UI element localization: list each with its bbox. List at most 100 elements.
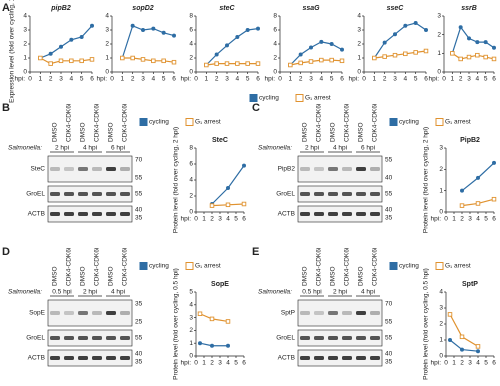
y-tick-label: 2 — [105, 41, 109, 48]
lane-label: DMSO — [330, 267, 337, 287]
y-tick-label: 3 — [105, 27, 109, 34]
lane-label: DMSO — [358, 267, 365, 287]
blot-band — [120, 192, 130, 196]
timepoint-label: 0.5 hpi — [302, 289, 322, 296]
y-tick-label: 8 — [273, 13, 277, 20]
data-point — [214, 61, 219, 66]
y-tick-label: 4 — [189, 302, 193, 309]
data-point — [476, 349, 480, 354]
series-line — [449, 314, 479, 347]
data-point — [491, 196, 497, 202]
chart-title: SteC — [212, 137, 228, 144]
legend-label: G₁ arrest — [195, 263, 221, 270]
x-tick-label: 5 — [484, 76, 488, 83]
blot-band — [314, 167, 324, 171]
x-tick-label: 6 — [172, 76, 176, 83]
x-tick-label: 5 — [234, 216, 238, 223]
size-marker: 55 — [385, 191, 393, 198]
blot-band — [106, 336, 116, 340]
y-tick-label: 2 — [357, 41, 361, 48]
panel-letter: C — [252, 102, 260, 114]
x-axis-label: hpi: — [181, 360, 192, 367]
data-point — [242, 163, 246, 168]
row-label: SteC — [31, 166, 46, 173]
legend-label: cycling — [399, 263, 419, 270]
data-point — [460, 188, 464, 193]
blot-frame — [47, 155, 133, 183]
x-tick-label: 3 — [141, 76, 145, 83]
x-tick-label: 2 — [299, 76, 303, 83]
series-line — [206, 63, 258, 66]
data-point — [214, 52, 219, 57]
data-point — [130, 23, 135, 28]
panel-letter: B — [2, 102, 10, 114]
blot-frame — [47, 329, 133, 347]
blot-band — [64, 167, 74, 171]
blot-band — [120, 356, 130, 360]
timepoint-label: 2 hpi — [305, 145, 319, 152]
x-tick-label: 6 — [242, 216, 246, 223]
blot-band — [78, 356, 88, 360]
blot-band — [328, 212, 338, 216]
x-tick-label: 0 — [444, 216, 448, 223]
data-point — [403, 51, 408, 57]
data-point — [140, 57, 146, 62]
lane-label: DMSO — [80, 123, 87, 143]
blot-band — [342, 311, 352, 315]
panel-letter: D — [2, 246, 10, 258]
data-point — [59, 44, 63, 49]
y-tick-label: 4 — [273, 41, 277, 48]
blot-band — [120, 311, 130, 315]
y-tick-label: 2 — [189, 327, 193, 334]
size-marker: 70 — [135, 157, 143, 164]
size-marker: 40 — [385, 351, 393, 358]
x-tick-label: 4 — [226, 360, 230, 367]
row-label: GroEL — [276, 191, 295, 198]
data-point — [245, 28, 250, 32]
timepoint-label: 0.5 hpi — [52, 289, 72, 296]
x-tick-label: 0 — [442, 76, 446, 83]
blot-band — [50, 167, 60, 171]
data-point — [38, 55, 43, 61]
data-point — [161, 30, 166, 35]
x-tick-label: 4 — [476, 76, 480, 83]
lane-label: DMSO — [52, 267, 59, 287]
data-point — [448, 338, 452, 342]
y-tick-label: 1 — [439, 187, 443, 194]
x-tick-label: 2 — [210, 360, 214, 367]
data-point — [466, 54, 472, 60]
row-label: GroEL — [276, 335, 295, 342]
series-line — [205, 28, 259, 66]
series-line — [451, 25, 495, 54]
blot-band — [64, 311, 74, 315]
lane-label: DMSO — [108, 123, 115, 143]
lane-label: DMSO — [80, 267, 87, 287]
lane-label: CDK4-CDK6i — [94, 248, 101, 286]
data-point — [224, 61, 230, 66]
data-point — [393, 32, 397, 37]
data-point — [288, 62, 293, 68]
row-label: SopE — [29, 310, 46, 317]
data-point — [172, 33, 176, 38]
data-point — [90, 23, 94, 28]
data-point — [308, 59, 314, 64]
y-tick-label: 3 — [189, 314, 193, 321]
y-tick-label: 8 — [189, 13, 193, 20]
legend-label: cycling — [259, 95, 279, 102]
blot-band — [120, 336, 130, 340]
lane-label: DMSO — [108, 267, 115, 287]
lane-label: CDK4-CDK6i — [122, 104, 129, 142]
blot-band — [64, 356, 74, 360]
size-marker: 40 — [135, 351, 143, 358]
data-point — [69, 58, 74, 64]
y-axis-label: Expression level (fold over cycling, 1 h… — [9, 0, 16, 103]
row-label: GroEL — [26, 335, 45, 342]
data-point — [413, 21, 418, 25]
y-tick-label: 4 — [439, 289, 443, 296]
data-point — [171, 59, 177, 65]
data-point — [226, 343, 230, 348]
blot-band — [370, 192, 380, 196]
x-tick-label: 0 — [28, 76, 32, 83]
legend-swatch — [139, 118, 148, 126]
blot-frame — [297, 299, 383, 327]
